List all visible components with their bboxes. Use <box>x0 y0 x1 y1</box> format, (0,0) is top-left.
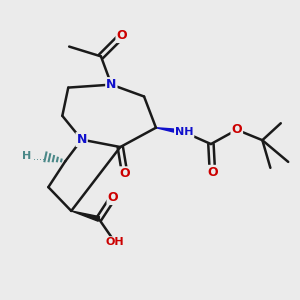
Text: H: H <box>22 151 31 161</box>
Polygon shape <box>156 128 184 134</box>
Text: OH: OH <box>106 237 124 247</box>
Text: O: O <box>232 123 242 136</box>
Text: O: O <box>107 191 118 204</box>
Text: O: O <box>119 167 130 180</box>
Text: N: N <box>106 78 116 91</box>
Polygon shape <box>71 211 100 221</box>
Text: ....: .... <box>33 152 45 161</box>
Text: NH: NH <box>175 127 194 137</box>
Text: N: N <box>76 133 87 146</box>
Text: O: O <box>207 166 218 179</box>
Text: O: O <box>116 29 127 42</box>
